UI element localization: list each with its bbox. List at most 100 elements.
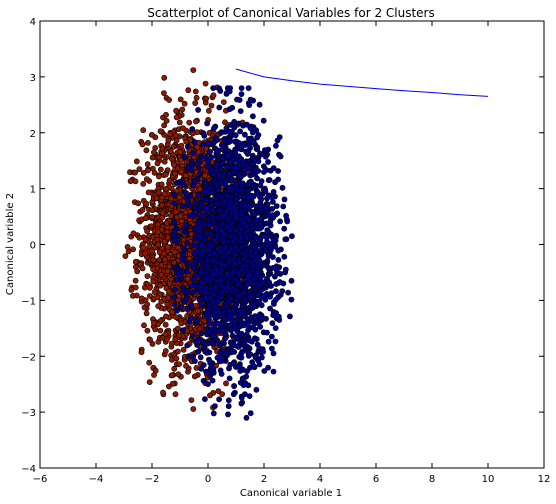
point-cluster-red — [178, 142, 185, 149]
point-cluster-blue — [254, 144, 260, 151]
point-cluster-blue — [251, 257, 258, 263]
point-cluster-blue — [270, 188, 277, 195]
x-tick-label: 2 — [261, 474, 267, 485]
point-cluster-blue — [210, 298, 216, 304]
point-cluster-blue — [221, 316, 228, 322]
point-cluster-blue — [275, 247, 282, 254]
point-cluster-blue — [183, 221, 189, 228]
point-cluster-red — [138, 349, 145, 356]
point-cluster-red — [173, 137, 180, 144]
point-cluster-blue — [171, 191, 178, 198]
point-cluster-blue — [218, 371, 225, 377]
point-cluster-blue — [247, 232, 254, 239]
point-cluster-red — [176, 119, 183, 126]
point-cluster-blue — [277, 291, 284, 298]
point-cluster-red — [220, 99, 227, 105]
point-cluster-blue — [195, 191, 202, 198]
point-cluster-blue — [228, 220, 235, 227]
point-cluster-blue — [210, 85, 217, 91]
point-cluster-blue — [224, 283, 231, 290]
point-cluster-blue — [231, 260, 238, 267]
point-cluster-blue — [183, 229, 190, 236]
point-cluster-blue — [216, 207, 223, 214]
point-cluster-blue — [227, 177, 234, 183]
point-cluster-red — [168, 155, 175, 162]
point-cluster-blue — [275, 256, 282, 263]
point-cluster-red — [181, 100, 188, 107]
scatter-points — [122, 67, 295, 421]
point-cluster-red — [132, 169, 138, 176]
point-cluster-red — [140, 169, 147, 176]
point-cluster-blue — [238, 350, 245, 357]
point-cluster-blue — [248, 221, 255, 228]
point-cluster-red — [159, 145, 166, 152]
point-cluster-blue — [226, 158, 233, 165]
point-cluster-blue — [245, 349, 252, 356]
point-cluster-blue — [267, 222, 274, 229]
point-cluster-red — [166, 177, 173, 184]
point-cluster-blue — [218, 142, 225, 149]
point-cluster-blue — [275, 168, 281, 174]
point-cluster-blue — [246, 337, 253, 344]
point-cluster-blue — [251, 335, 258, 342]
point-cluster-red — [132, 284, 139, 291]
point-cluster-red — [157, 282, 164, 289]
point-cluster-blue — [229, 332, 236, 339]
point-cluster-blue — [252, 313, 258, 319]
point-cluster-red — [144, 228, 150, 235]
point-cluster-red — [168, 340, 175, 347]
point-cluster-blue — [225, 259, 232, 266]
point-cluster-red — [144, 139, 151, 146]
point-cluster-blue — [234, 297, 240, 304]
point-cluster-red — [176, 194, 183, 201]
point-cluster-blue — [208, 154, 215, 160]
point-cluster-red — [166, 97, 172, 103]
point-cluster-blue — [184, 164, 191, 171]
point-cluster-red — [133, 158, 140, 165]
point-cluster-blue — [188, 302, 195, 308]
point-cluster-blue — [191, 358, 198, 364]
point-cluster-red — [174, 348, 181, 355]
point-cluster-blue — [211, 303, 218, 310]
point-cluster-blue — [190, 242, 197, 249]
point-cluster-red — [165, 244, 171, 250]
point-cluster-blue — [210, 340, 217, 347]
point-cluster-blue — [171, 200, 178, 207]
point-cluster-blue — [288, 296, 295, 303]
point-cluster-red — [154, 221, 161, 228]
point-cluster-blue — [239, 142, 246, 149]
point-cluster-red — [192, 118, 199, 125]
y-tick-label: 1 — [30, 185, 36, 196]
point-cluster-blue — [269, 320, 276, 327]
point-cluster-blue — [237, 108, 244, 114]
point-cluster-blue — [250, 193, 257, 200]
point-cluster-blue — [217, 350, 223, 357]
point-cluster-blue — [214, 161, 221, 168]
point-cluster-blue — [281, 225, 288, 232]
point-cluster-blue — [260, 169, 267, 175]
point-cluster-blue — [246, 165, 253, 172]
point-cluster-red — [140, 244, 146, 251]
point-cluster-red — [129, 292, 136, 299]
point-cluster-red — [173, 114, 180, 121]
point-cluster-blue — [204, 120, 210, 127]
point-cluster-blue — [288, 277, 295, 284]
point-cluster-red — [193, 364, 200, 371]
point-cluster-blue — [238, 183, 245, 189]
x-tick-label: 6 — [373, 474, 379, 485]
point-cluster-blue — [184, 240, 190, 247]
point-cluster-blue — [267, 305, 273, 312]
point-cluster-blue — [264, 329, 270, 336]
point-cluster-blue — [280, 203, 287, 210]
y-tick-label: 0 — [30, 241, 36, 252]
point-cluster-red — [162, 256, 168, 263]
point-cluster-red — [179, 162, 186, 169]
point-cluster-red — [161, 74, 168, 81]
point-cluster-blue — [195, 107, 201, 113]
point-cluster-red — [173, 132, 179, 139]
point-cluster-blue — [216, 328, 222, 335]
point-cluster-blue — [267, 246, 274, 253]
point-cluster-red — [163, 111, 169, 118]
point-cluster-red — [223, 380, 229, 387]
